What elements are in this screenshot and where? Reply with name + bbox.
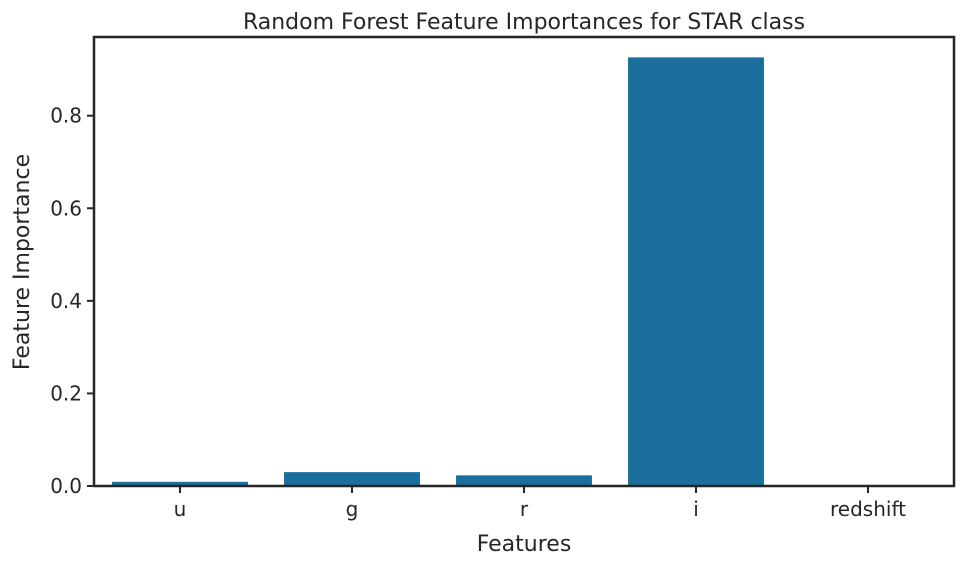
- y-tick-label: 0.0: [50, 474, 82, 498]
- bar-u: [112, 481, 248, 486]
- x-axis-ticks: u g r i redshift: [174, 486, 906, 521]
- y-tick-label: 0.8: [50, 104, 82, 128]
- bars-group: [112, 57, 764, 487]
- x-tick-label: redshift: [830, 497, 906, 521]
- x-tick-label: r: [520, 497, 529, 521]
- plot-frame: [92, 35, 956, 488]
- bar-r: [456, 475, 592, 486]
- y-tick-label: 0.4: [50, 289, 82, 313]
- x-tick-label: u: [174, 497, 187, 521]
- y-axis-label: Feature Importance: [10, 154, 35, 370]
- y-tick-label: 0.6: [50, 196, 82, 220]
- x-axis-label: Features: [477, 532, 572, 557]
- x-tick-label: i: [693, 497, 699, 521]
- chart-title: Random Forest Feature Importances for ST…: [243, 10, 805, 35]
- y-axis-ticks: 0.0 0.2 0.4 0.6 0.8: [50, 104, 94, 498]
- x-tick-label: g: [346, 497, 359, 521]
- bar-i: [628, 57, 764, 487]
- y-tick-label: 0.2: [50, 381, 82, 405]
- bar-g: [284, 472, 420, 486]
